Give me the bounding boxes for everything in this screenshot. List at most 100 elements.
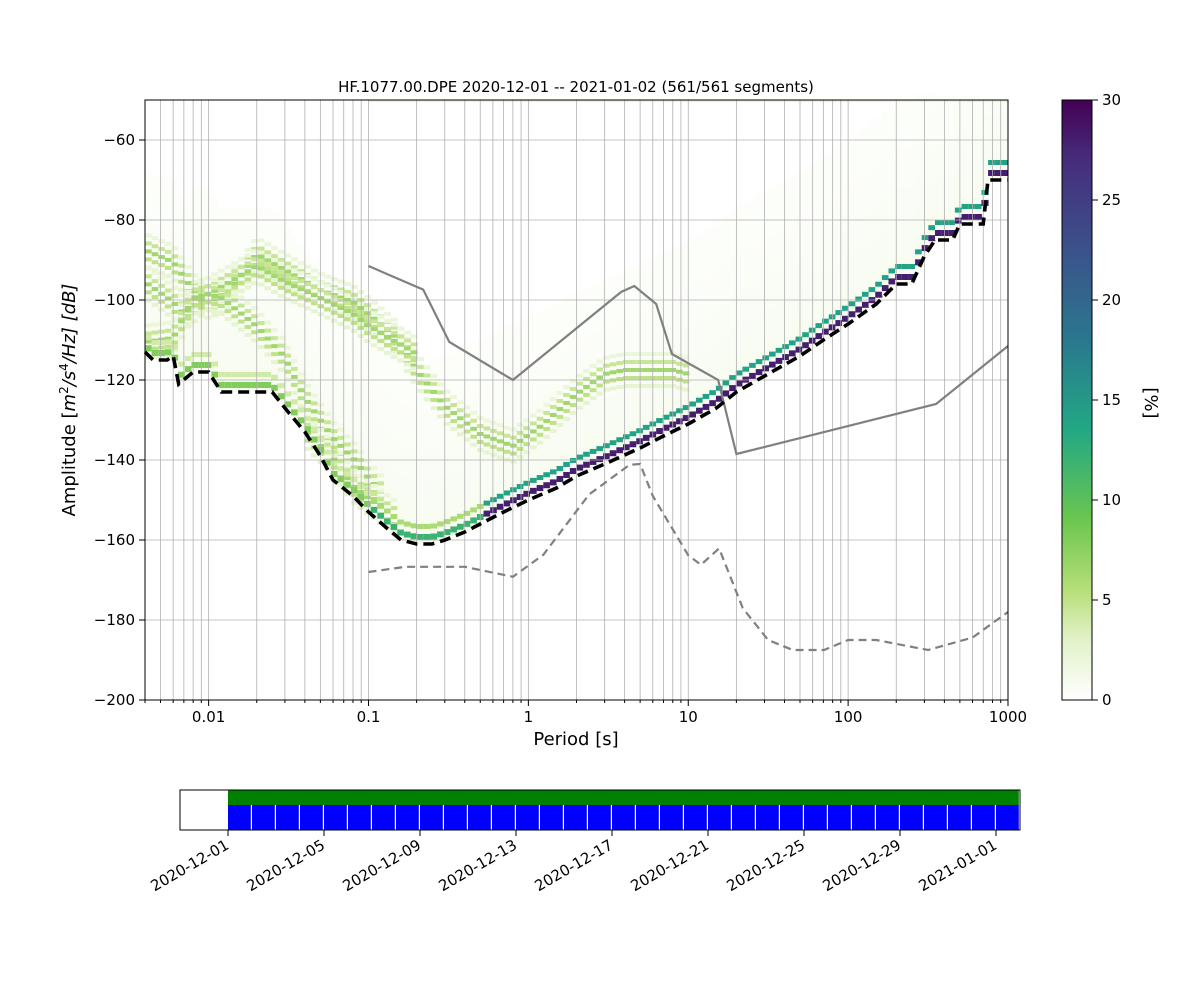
density-cell <box>171 212 179 221</box>
density-cell <box>676 276 684 285</box>
density-cell <box>383 508 392 514</box>
density-cell <box>742 338 750 347</box>
density-cell <box>344 371 352 380</box>
density-cell <box>576 314 584 323</box>
density-cell <box>603 295 611 304</box>
density-cell <box>556 429 564 439</box>
density-cell <box>603 443 611 449</box>
density-cell <box>178 271 186 276</box>
density-cell <box>483 418 491 423</box>
density-cell <box>563 329 571 339</box>
density-cell <box>543 356 551 365</box>
density-cell <box>822 154 830 163</box>
density-cell <box>795 316 803 325</box>
density-cell <box>257 345 265 350</box>
density-cell <box>277 269 285 274</box>
density-cell <box>569 341 577 351</box>
density-cell <box>443 443 451 452</box>
density-cell <box>516 438 524 443</box>
density-cell <box>470 426 478 431</box>
density-cell <box>324 449 332 455</box>
density-cell <box>516 424 524 433</box>
density-cell <box>556 325 564 335</box>
density-cell <box>908 274 916 280</box>
density-cell <box>364 414 372 424</box>
density-cell <box>145 171 153 180</box>
density-cell <box>802 336 810 345</box>
density-cell <box>815 333 823 340</box>
density-cell <box>284 315 292 324</box>
density-cell <box>954 115 963 124</box>
density-cell <box>271 336 279 341</box>
density-cell <box>364 342 372 352</box>
density-cell <box>848 289 856 298</box>
density-cell <box>237 336 246 345</box>
density-cell <box>257 254 265 259</box>
density-cell <box>291 366 299 371</box>
density-cell <box>722 320 730 329</box>
density-cell <box>536 485 544 492</box>
density-cell <box>516 392 524 401</box>
density-cell <box>304 356 312 365</box>
density-cell <box>337 466 345 472</box>
density-cell <box>330 360 339 370</box>
density-cell <box>715 269 724 279</box>
density-cell <box>463 514 471 524</box>
density-cell <box>370 372 378 382</box>
density-cell <box>390 374 398 383</box>
density-cell <box>450 504 458 513</box>
density-cell <box>702 393 710 399</box>
density-cell <box>709 234 717 243</box>
density-cell <box>410 334 418 339</box>
density-cell <box>264 278 272 283</box>
colorbar-tick-label: 10 <box>1102 491 1121 509</box>
density-cell <box>822 250 830 259</box>
density-cell <box>251 322 259 327</box>
density-cell <box>749 310 757 320</box>
density-cell <box>251 208 259 217</box>
density-cell <box>609 364 617 373</box>
density-cell <box>490 428 498 433</box>
density-cell <box>868 219 876 228</box>
density-cell <box>881 119 890 128</box>
density-cell <box>516 472 524 481</box>
density-cell <box>848 273 856 282</box>
density-cell <box>496 337 504 347</box>
density-cell <box>729 355 737 364</box>
density-cell <box>344 403 352 412</box>
density-cell <box>722 288 730 297</box>
density-cell <box>662 394 670 404</box>
density-cell <box>622 326 631 335</box>
density-cell <box>961 208 969 217</box>
density-cell <box>928 109 936 118</box>
density-cell <box>310 270 319 279</box>
density-cell <box>364 500 372 507</box>
density-cell <box>450 496 458 505</box>
density-cell <box>729 243 737 252</box>
density-cell <box>171 278 179 283</box>
density-cell <box>583 439 591 449</box>
density-cell <box>908 116 916 125</box>
density-cell <box>775 199 783 209</box>
density-cell <box>749 372 757 379</box>
density-cell <box>543 426 551 431</box>
density-cell <box>576 454 584 460</box>
density-cell <box>735 278 743 287</box>
density-cell <box>390 366 398 375</box>
density-cell <box>915 181 923 190</box>
density-cell <box>184 344 192 353</box>
density-cell <box>875 261 883 271</box>
density-cell <box>364 382 372 392</box>
density-cell <box>855 196 863 205</box>
density-cell <box>257 337 265 342</box>
density-cell <box>682 249 690 258</box>
density-cell <box>264 258 272 263</box>
density-cell <box>822 162 830 171</box>
density-cell <box>277 257 285 262</box>
density-cell <box>310 301 319 306</box>
density-cell <box>968 112 976 121</box>
density-cell <box>815 159 823 168</box>
density-cell <box>981 129 989 139</box>
density-cell <box>437 493 445 502</box>
density-cell <box>848 185 856 194</box>
